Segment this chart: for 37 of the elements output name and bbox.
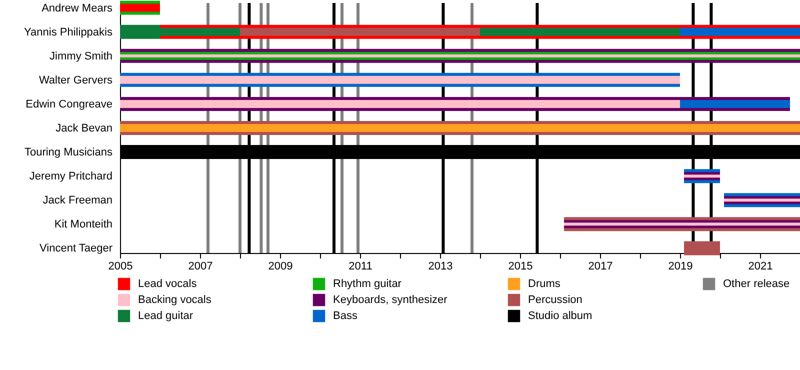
bar — [684, 174, 720, 178]
bar — [564, 222, 800, 226]
y-tick-label: Jimmy Smith — [50, 50, 112, 62]
x-tick-label: 2015 — [508, 260, 533, 272]
x-tick-label: 2007 — [188, 260, 213, 272]
y-tick-label: Vincent Taeger — [40, 242, 113, 255]
y-tick-label: Jack Bevan — [56, 122, 112, 134]
legend-label: Keyboards, synthesizer — [333, 294, 448, 306]
legend-label: Other release — [723, 278, 790, 290]
x-tick-label: 2019 — [668, 260, 693, 272]
y-tick-label: Andrew Mears — [42, 2, 113, 14]
x-tick-label: 2013 — [428, 260, 453, 272]
y-tick-label: Edwin Congreave — [26, 98, 112, 110]
bar — [480, 28, 680, 36]
x-tick-label: 2017 — [588, 260, 613, 272]
y-tick-label: Jeremy Pritchard — [29, 170, 112, 183]
y-tick-label: Jack Freeman — [42, 194, 112, 207]
bar — [120, 124, 800, 132]
legend-label: Drums — [528, 278, 561, 290]
y-tick-label: Touring Musicians — [24, 146, 113, 159]
x-tick-label: 2005 — [108, 260, 133, 272]
legend-label: Studio album — [528, 310, 592, 322]
legend-label: Lead vocals — [138, 278, 198, 290]
legend-label: Percussion — [528, 294, 582, 306]
legend-label: Backing vocals — [138, 294, 212, 306]
legend-label: Lead guitar — [138, 310, 194, 322]
x-tick-label: 2021 — [748, 260, 773, 272]
bar — [120, 54, 800, 58]
y-tick-label: Walter Gervers — [38, 74, 113, 86]
bar — [684, 241, 720, 256]
y-tick-label: Yannis Philippakis — [24, 26, 113, 38]
legend-label: Rhythm guitar — [333, 278, 402, 290]
x-tick-label: 2009 — [268, 260, 293, 272]
x-tick-label: 2011 — [348, 260, 372, 272]
legend-label: Bass — [333, 310, 358, 322]
bar — [724, 198, 800, 202]
y-tick-label: Kit Monteith — [54, 218, 112, 231]
